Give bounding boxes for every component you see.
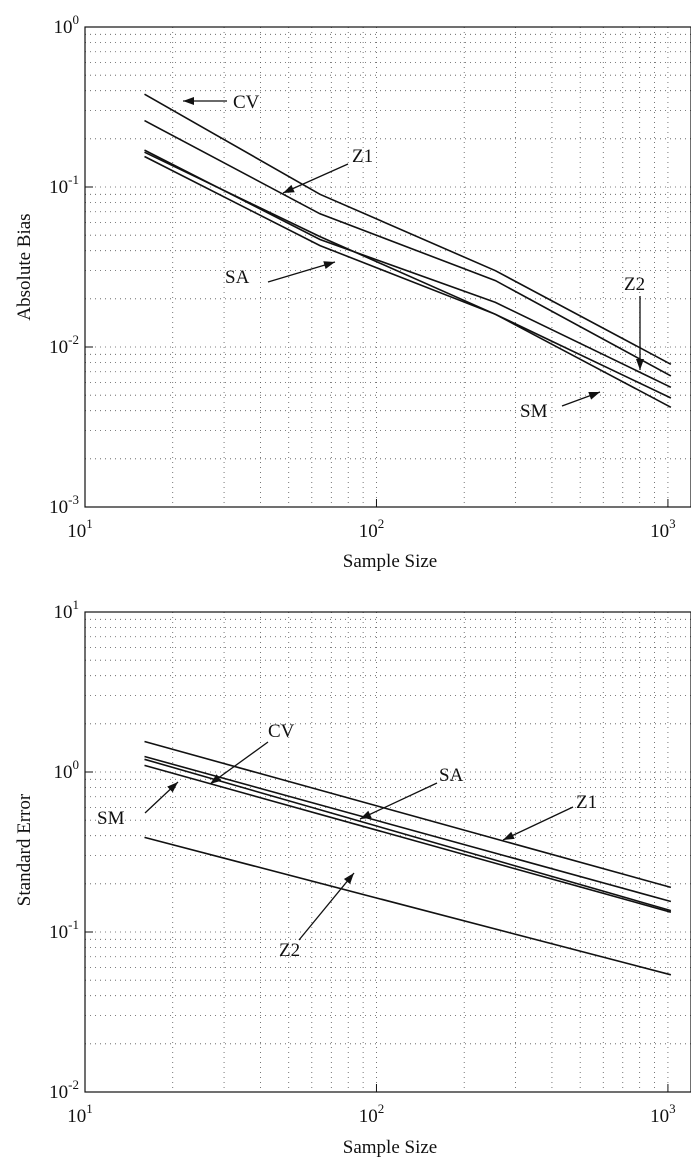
series-line-cv bbox=[144, 758, 672, 912]
y-tick-label: 100 bbox=[54, 12, 80, 38]
series-line-z2 bbox=[144, 149, 672, 389]
x-axis-label: Sample Size bbox=[343, 551, 437, 572]
y-axis-label: Standard Error bbox=[14, 793, 35, 906]
y-tick-label: 101 bbox=[54, 597, 80, 623]
y-tick-label: 10-3 bbox=[49, 492, 79, 518]
y-axis-label: Absolute Bias bbox=[14, 213, 35, 320]
annotations: CV Z1 SA Z2 SM bbox=[183, 92, 645, 422]
annotation-arrowhead-sa bbox=[360, 810, 372, 819]
annotation-arrow-z2 bbox=[298, 872, 355, 941]
x-tick-label: 101 bbox=[67, 1101, 93, 1127]
series-line-sm bbox=[144, 764, 672, 913]
annotation-arrow-cv bbox=[209, 741, 269, 785]
chart-2: 101 102 103 101 100 10-1 10-2 Sample Size Standa… bbox=[14, 597, 691, 1158]
annotation-label-z2: Z2 bbox=[279, 940, 300, 961]
series-line-sa bbox=[144, 755, 672, 903]
annotation-label-cv: CV bbox=[233, 92, 260, 113]
series-line-z1 bbox=[144, 119, 672, 377]
annotation-label-sa: SA bbox=[439, 765, 464, 786]
annotation-arrowhead-z1 bbox=[503, 831, 515, 840]
annotation-label-cv: CV bbox=[268, 721, 295, 742]
annotation-arrow-z1 bbox=[282, 163, 349, 194]
plot-frame bbox=[84, 611, 691, 1093]
series-line-cv bbox=[144, 93, 672, 366]
annotation-label-z2: Z2 bbox=[624, 274, 645, 295]
annotation-arrowhead-sm bbox=[167, 782, 178, 793]
series-group bbox=[144, 740, 672, 976]
annotation-label-sm: SM bbox=[520, 401, 548, 422]
annotation-arrow-z1 bbox=[502, 806, 574, 841]
x-tick-label: 103 bbox=[650, 516, 676, 542]
series-line-z2 bbox=[144, 836, 672, 976]
annotations: CV SM SA Z1 Z2 bbox=[97, 721, 597, 961]
annotation-arrowhead-sm bbox=[588, 392, 600, 400]
x-tick-label: 103 bbox=[650, 1101, 676, 1127]
annotation-label-z1: Z1 bbox=[576, 792, 597, 813]
grid bbox=[85, 612, 691, 1092]
x-tick-label: 101 bbox=[67, 516, 93, 542]
annotation-label-sm: SM bbox=[97, 808, 125, 829]
grid bbox=[85, 27, 691, 507]
annotation-label-sa: SA bbox=[225, 267, 250, 288]
annotation-arrowhead-cv bbox=[183, 97, 194, 105]
y-tick-label: 10-1 bbox=[49, 172, 79, 198]
series-line-z1 bbox=[144, 740, 672, 889]
annotation-arrow-sa bbox=[267, 261, 336, 283]
plot-frame bbox=[84, 26, 691, 508]
y-tick-label: 10-1 bbox=[49, 917, 79, 943]
annotation-arrowhead-z2 bbox=[343, 873, 354, 884]
x-tick-label: 102 bbox=[359, 516, 385, 542]
y-tick-label: 100 bbox=[54, 757, 80, 783]
series-line-sm bbox=[144, 155, 672, 409]
series-group bbox=[144, 93, 672, 409]
chart-1: 101 102 103 100 10-1 10-2 10-3 Sample Size Absol… bbox=[14, 12, 691, 572]
series-line-sa bbox=[144, 151, 672, 399]
x-tick-label: 102 bbox=[359, 1101, 385, 1127]
annotation-arrowhead-z1 bbox=[283, 184, 295, 193]
annotation-arrow-sa bbox=[359, 782, 438, 820]
annotation-arrowhead-cv bbox=[210, 774, 222, 784]
x-axis-label: Sample Size bbox=[343, 1137, 437, 1158]
y-tick-label: 10-2 bbox=[49, 332, 79, 358]
y-tick-label: 10-2 bbox=[49, 1077, 79, 1103]
annotation-arrowhead-sa bbox=[323, 261, 335, 269]
annotation-arrowhead-z2 bbox=[636, 359, 644, 370]
annotation-label-z1: Z1 bbox=[352, 146, 373, 167]
